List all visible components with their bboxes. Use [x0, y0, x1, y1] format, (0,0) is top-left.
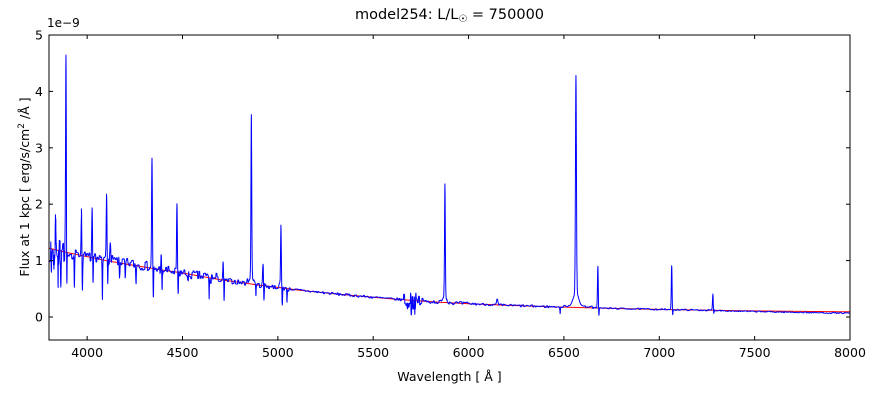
solar-symbol: ☉: [458, 14, 468, 25]
y-tick-label: 2: [35, 197, 43, 212]
x-tick-label: 6000: [453, 345, 485, 360]
axes-spines: [48, 34, 851, 341]
x-tick-label: 6500: [548, 345, 580, 360]
plot-title: model254: L/L☉ = 750000: [49, 6, 850, 29]
y-tick-label: 0: [35, 310, 43, 325]
y-tick-label: 4: [35, 84, 43, 99]
x-tick-label: 4500: [167, 345, 199, 360]
x-tick-label: 4000: [71, 345, 103, 360]
y-axis-label-text: Flux at 1 kpc [ erg/s/cm: [17, 128, 32, 277]
y-tick-label: 3: [35, 140, 43, 155]
x-tick-label: 5500: [357, 345, 389, 360]
x-tick-label: 7500: [739, 345, 771, 360]
y-axis-label-unit: /Å ]: [17, 97, 32, 124]
y-tick-label: 1: [35, 253, 43, 268]
spectrum-line: [49, 54, 850, 316]
x-tick-label: 5000: [262, 345, 294, 360]
y-axis-label: Flux at 1 kpc [ erg/s/cm2 /Å ]: [10, 0, 34, 387]
x-tick-label: 7000: [643, 345, 675, 360]
y-axis-offset-label: 1e−9: [47, 16, 80, 30]
plot-title-value: = 750000: [467, 7, 545, 23]
y-axis-label-sup: 2: [17, 123, 27, 129]
x-tick-label: 8000: [834, 345, 866, 360]
x-axis-label: Wavelength [ Å ]: [397, 369, 502, 384]
plot-title-text: model254: L/L: [354, 7, 459, 23]
y-tick-label: 5: [35, 28, 43, 43]
